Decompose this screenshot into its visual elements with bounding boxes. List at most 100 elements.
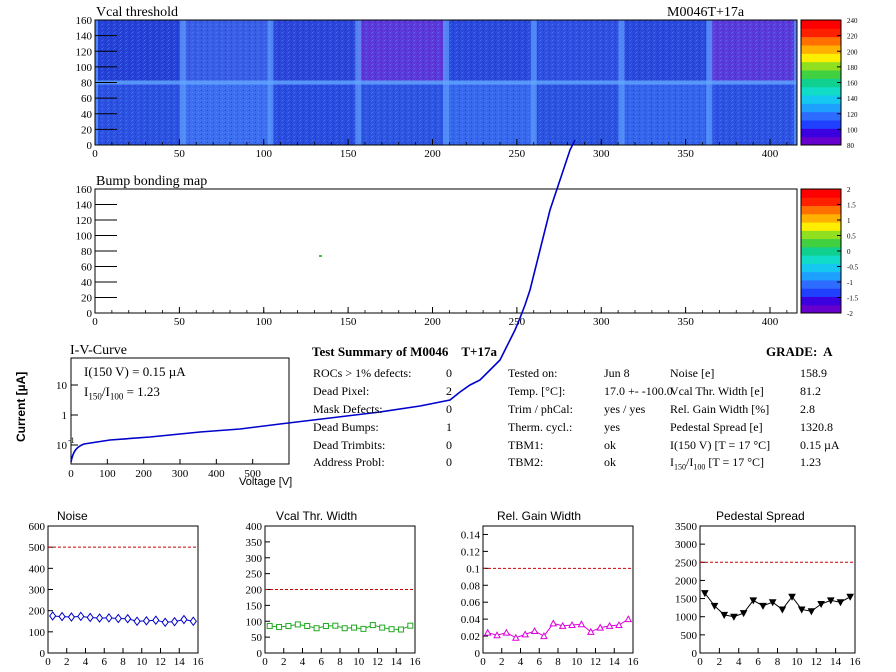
- data-point: [322, 623, 329, 630]
- palette-tick-label: 80: [847, 142, 855, 150]
- x-tick-label: 2: [281, 656, 287, 668]
- palette-tick-label: 2: [847, 186, 851, 194]
- data-point: [511, 633, 520, 641]
- y-tick-label: 1500: [675, 594, 698, 606]
- x-tick-label: 6: [319, 656, 325, 668]
- data-point: [360, 625, 367, 632]
- summary-label: Dead Pixel:: [313, 384, 370, 398]
- summary-value: 1: [446, 420, 452, 434]
- y-tick-label: 40: [81, 109, 93, 121]
- data-point: [407, 622, 414, 629]
- palette-tick-label: 140: [847, 95, 858, 103]
- bump-color-palette: -2 -1.5 -1 -0.5 0 0.5 1 1.5 2: [800, 186, 859, 318]
- x-tick-label: 2: [499, 656, 505, 668]
- palette-tick-label: -1: [847, 279, 853, 287]
- x-tick-label: 8: [120, 656, 126, 668]
- palette-tick-label: 0.5: [847, 233, 856, 241]
- data-point: [285, 623, 292, 630]
- data-point: [615, 621, 623, 629]
- data-point: [797, 606, 806, 614]
- x-tick-label: 10: [136, 656, 148, 668]
- data-point: [304, 623, 311, 630]
- y-tick-label: 160: [76, 15, 93, 27]
- x-tick-label: 4: [518, 656, 524, 668]
- summary-title: Test Summary of M0046 T+17a: [312, 344, 497, 359]
- y-tick-label: 0.12: [461, 546, 480, 558]
- data-point: [586, 627, 595, 635]
- y-tick-label: 500: [29, 542, 46, 554]
- iv-y-tick-label: 10: [56, 380, 68, 392]
- palette-tick-label: 160: [847, 80, 858, 88]
- data-point: [351, 624, 358, 631]
- iv-y-tick-label: 10: [56, 440, 68, 452]
- summary-label: Tested on:: [508, 366, 558, 380]
- x-tick-label: 16: [410, 656, 422, 668]
- summary-label: Pedestal Spread [e]: [670, 420, 763, 434]
- module-id: M0046T+17a: [667, 5, 745, 20]
- x-tick-label: 300: [593, 148, 610, 160]
- y-tick-label: 100: [76, 231, 93, 243]
- y-tick-label: 0: [40, 648, 46, 660]
- data-point: [739, 610, 748, 618]
- y-tick-label: 80: [81, 78, 93, 90]
- summary-value: 0: [446, 402, 452, 416]
- y-tick-label: 0.08: [461, 580, 481, 592]
- data-point: [846, 593, 854, 601]
- data-point: [142, 615, 151, 626]
- y-tick-label: 0.14: [461, 529, 481, 541]
- palette-tick-label: 100: [847, 126, 858, 134]
- x-tick-label: 12: [372, 656, 383, 668]
- x-tick-label: 50: [174, 148, 186, 160]
- data-point: [124, 613, 132, 624]
- data-point: [596, 623, 605, 631]
- summary-value: 17.0 +- -100.0: [604, 384, 673, 398]
- summary-value: 0: [446, 438, 452, 452]
- data-point: [483, 628, 492, 636]
- data-point: [114, 613, 122, 624]
- x-tick-label: 250: [509, 316, 526, 328]
- data-point: [778, 606, 787, 614]
- palette-tick-label: -1.5: [847, 295, 859, 303]
- data-point: [768, 599, 777, 607]
- y-tick-label: 50: [251, 632, 263, 644]
- summary-value: 0: [446, 455, 452, 469]
- x-tick-label: 0: [697, 656, 703, 668]
- series-line: [52, 615, 194, 623]
- y-tick-label: 0.06: [461, 597, 481, 609]
- palette-tick-label: 180: [847, 64, 858, 72]
- y-tick-label: 20: [81, 124, 93, 136]
- y-tick-label: 60: [81, 262, 93, 274]
- summary-label: I150/I100 [T = 17 °C]: [670, 455, 765, 472]
- chart-title: Pedestal Spread: [716, 509, 805, 523]
- summary-value: ok: [604, 438, 616, 452]
- y-tick-label: 100: [76, 62, 93, 74]
- series-line: [704, 592, 851, 618]
- x-tick-label: 4: [736, 656, 742, 668]
- summary-value: Jun 8: [604, 366, 630, 380]
- data-point: [493, 631, 501, 639]
- x-tick-label: 100: [256, 148, 273, 160]
- chart-title: Noise: [57, 509, 88, 523]
- chart-title: Vcal Thr. Width: [276, 509, 358, 523]
- summary-value: yes: [604, 420, 620, 434]
- x-tick-label: 16: [850, 656, 862, 668]
- chart-0: 0 100 200 300 400 500 600 0 2 4 6 8 10 12 14 16: [29, 521, 205, 668]
- x-tick-label: 0: [45, 656, 51, 668]
- data-point: [730, 613, 738, 621]
- x-tick-label: 0: [262, 656, 268, 668]
- data-point: [540, 632, 548, 640]
- data-point: [710, 602, 719, 610]
- iv-annotation-ratio: I150/I100 = 1.23: [84, 384, 160, 402]
- data-point: [49, 611, 57, 621]
- palette-tick-label: 0: [847, 248, 851, 256]
- iv-x-tick-label: 200: [135, 468, 152, 480]
- y-tick-label: 0: [87, 308, 93, 320]
- vcal-axes: 0 50 100 150 200 250 300 350 400 0 20 40 60 80 100 120 1…: [76, 15, 788, 160]
- palette-tick-label: 1: [847, 217, 851, 225]
- y-tick-label: 200: [29, 606, 46, 618]
- data-point: [826, 597, 835, 605]
- summary-value: 81.2: [800, 384, 821, 398]
- summary-label: Noise [e]: [670, 366, 715, 380]
- iv-frame: [70, 357, 290, 465]
